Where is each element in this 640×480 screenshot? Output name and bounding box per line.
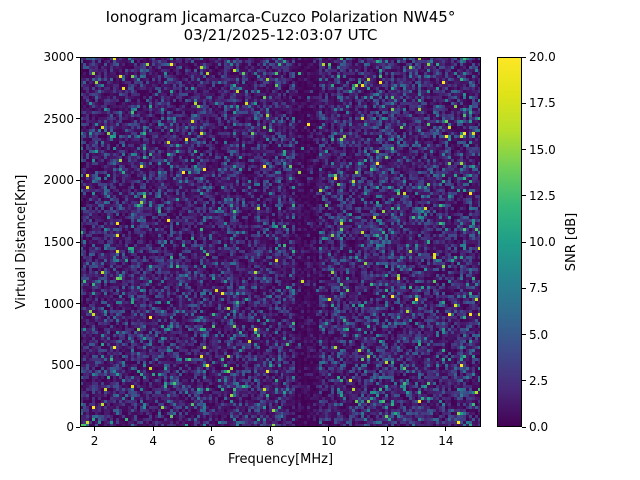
colorbar-tick-label: 20.0	[529, 50, 556, 64]
colorbar-tick-mark	[522, 149, 526, 150]
colorbar-tick-mark	[522, 334, 526, 335]
colorbar-tick-mark	[522, 56, 526, 58]
colorbar-tick-mark	[522, 380, 526, 382]
colorbar-gradient	[497, 57, 522, 427]
y-tick-label: 3000	[43, 50, 74, 64]
y-tick-mark	[76, 179, 80, 181]
colorbar-tick-mark	[522, 241, 526, 243]
x-tick-mark	[386, 427, 388, 431]
y-tick-mark	[76, 241, 80, 243]
colorbar-tick-label: 5.0	[529, 327, 549, 342]
y-tick-mark	[76, 118, 80, 120]
ionogram-heatmap	[80, 57, 481, 427]
colorbar-tick-mark	[522, 195, 526, 197]
x-tick-label: 6	[207, 434, 216, 448]
y-tick-mark	[76, 364, 80, 366]
colorbar-tick-mark	[522, 102, 526, 104]
y-tick-mark	[76, 56, 80, 58]
chart-title: Ionogram Jicamarca-Cuzco Polarization NW…	[80, 8, 481, 44]
chart-title-line2: 03/21/2025-12:03:07 UTC	[183, 26, 378, 44]
y-tick-label: 2500	[43, 111, 74, 126]
chart-title-line1: Ionogram Jicamarca-Cuzco Polarization NW…	[105, 8, 456, 26]
y-tick-mark	[76, 303, 80, 305]
x-tick-mark	[152, 427, 154, 431]
colorbar-tick-label: 7.5	[529, 281, 549, 296]
y-tick-label: 500	[51, 358, 74, 373]
colorbar-tick-label: 15.0	[529, 142, 556, 157]
x-tick-label: 2	[90, 434, 99, 448]
x-tick-mark	[211, 427, 213, 431]
x-tick-mark	[445, 427, 447, 431]
y-tick-mark	[76, 426, 80, 428]
colorbar-tick-label: 0.0	[529, 420, 549, 434]
x-axis-label: Frequency[MHz]	[227, 452, 334, 467]
colorbar-tick-label: 17.5	[529, 96, 556, 111]
y-tick-label: 1500	[43, 235, 74, 249]
y-tick-label: 1000	[43, 296, 74, 311]
colorbar-tick-mark	[522, 287, 526, 289]
x-tick-label: 12	[379, 434, 395, 448]
y-tick-label: 2000	[43, 173, 74, 188]
colorbar-tick-label: 12.5	[529, 188, 556, 203]
x-tick-label: 8	[266, 434, 275, 448]
colorbar-label: SNR [dB]	[564, 212, 579, 272]
x-tick-label: 14	[438, 434, 454, 448]
y-axis-label: Virtual Distance[Km]	[14, 174, 29, 310]
colorbar-tick-label: 2.5	[529, 373, 549, 388]
x-tick-mark	[269, 427, 271, 431]
colorbar-tick-label: 10.0	[529, 235, 556, 249]
x-tick-mark	[94, 427, 96, 431]
colorbar-tick-mark	[522, 426, 526, 428]
x-tick-label: 10	[321, 434, 337, 448]
x-tick-mark	[328, 427, 330, 431]
x-tick-label: 4	[149, 434, 157, 448]
y-tick-label: 0	[66, 420, 74, 434]
